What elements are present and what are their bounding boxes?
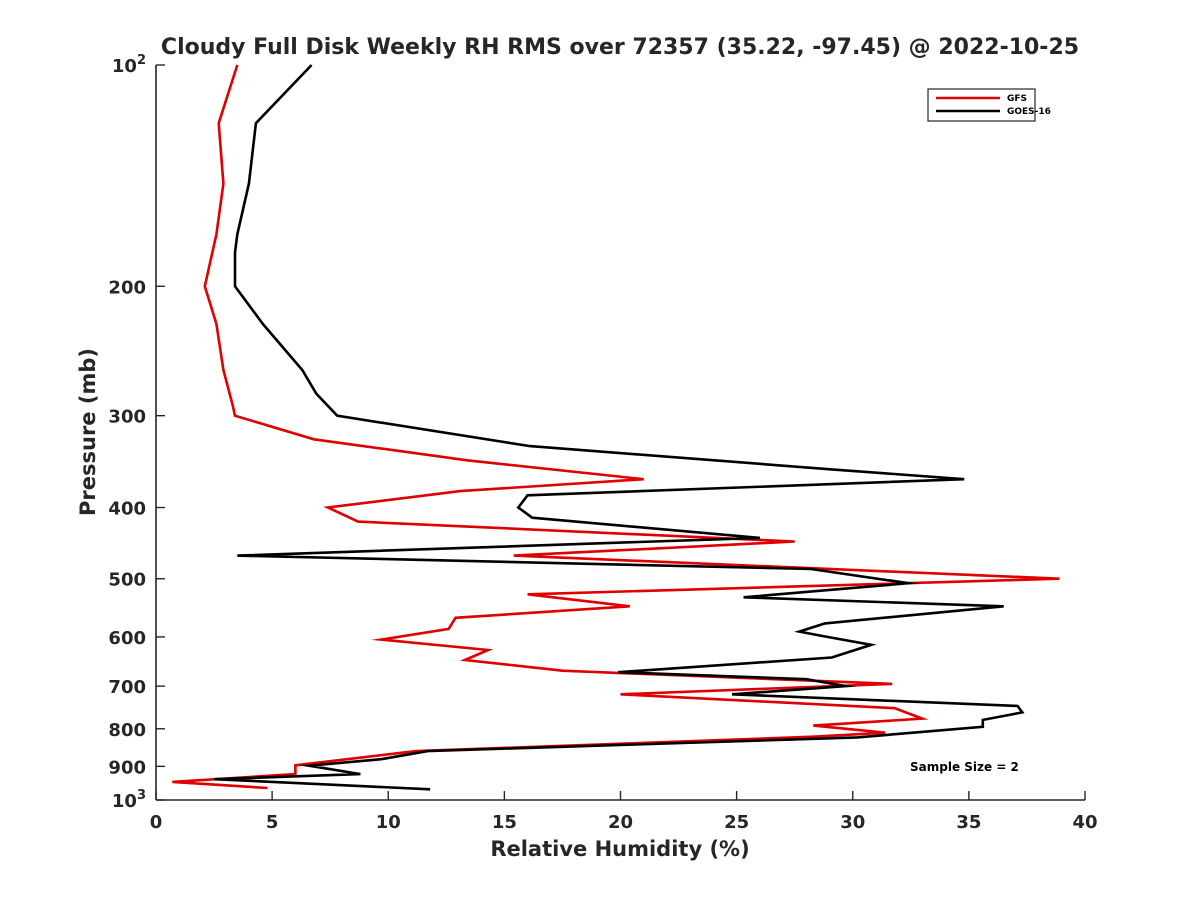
sample-size-annotation: Sample Size = 2: [910, 760, 1019, 774]
series-line-goes-16: [214, 64, 1025, 791]
y-axis-label: Pressure (mb): [76, 348, 100, 516]
y-tick-label: 103: [112, 788, 146, 812]
y-tick-label: 600: [108, 628, 146, 649]
y-tick-label: 400: [108, 499, 146, 520]
chart-title: Cloudy Full Disk Weekly RH RMS over 7235…: [161, 35, 1079, 60]
x-tick-label: 0: [150, 812, 163, 833]
x-axis-label: Relative Humidity (%): [490, 837, 749, 861]
y-tick-label: 500: [108, 570, 146, 591]
x-tick-label: 30: [840, 812, 865, 833]
x-tick-label: 20: [608, 812, 633, 833]
y-tick-label: 800: [108, 720, 146, 741]
x-tick-label: 35: [956, 812, 981, 833]
legend: GFS GOES-16: [927, 88, 1051, 122]
x-tick-label: 15: [492, 812, 517, 833]
y-tick-label: 300: [108, 407, 146, 428]
x-tick-label: 5: [266, 812, 279, 833]
plot-area: 0 5 10 15 20 25 30 35 40 102 200 300 400 500 600 700 800…: [108, 53, 1097, 833]
legend-label: GOES-16: [1007, 107, 1051, 117]
legend-box: [927, 88, 1036, 122]
x-tick-label: 25: [724, 812, 749, 833]
x-tick-label: 10: [376, 812, 401, 833]
series-layer: [172, 64, 1060, 791]
y-tick-label: 700: [108, 677, 146, 698]
y-tick-label: 102: [112, 53, 146, 77]
series-line-gfs: [172, 64, 1060, 790]
axes-layer: 0 5 10 15 20 25 30 35 40 102 200 300 400 500 600 700 800…: [108, 53, 1097, 833]
legend-label: GFS: [1007, 94, 1027, 104]
y-tick-label: 900: [108, 757, 146, 778]
x-tick-label: 40: [1072, 812, 1097, 833]
y-tick-label: 200: [108, 277, 146, 298]
